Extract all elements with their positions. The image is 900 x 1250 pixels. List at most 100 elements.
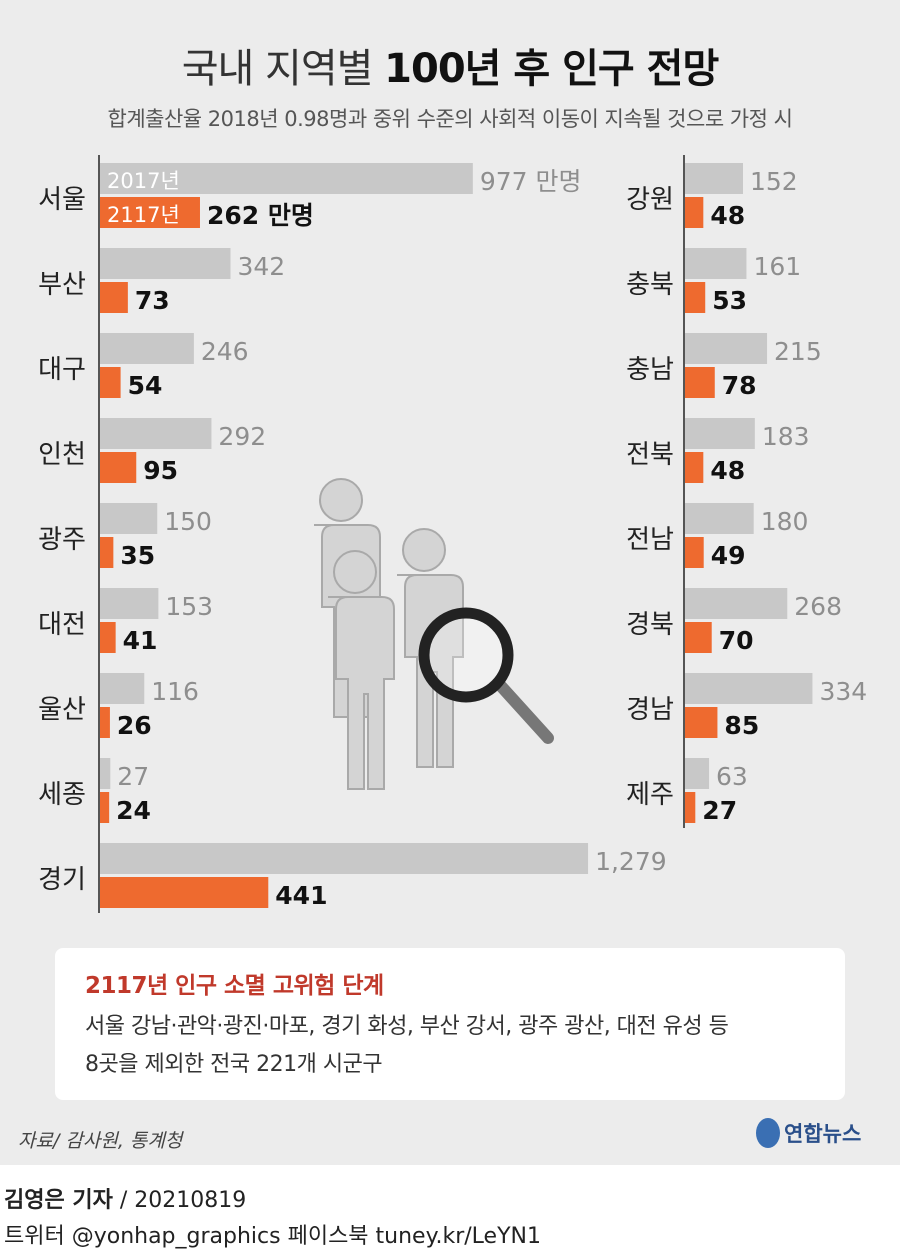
right-region-label: 강원: [626, 185, 674, 215]
legend-label-2017: 2017년: [107, 169, 180, 193]
left-bar-2117-인천: [100, 452, 137, 483]
right-value-2117-label: 78: [722, 371, 757, 400]
left-bar-2117-광주: [100, 537, 114, 568]
publish-date: / 20210819: [112, 1188, 247, 1213]
right-bar-2117-충남: [685, 367, 715, 398]
left-value-2117-label: 441: [275, 881, 327, 910]
chart-subtitle: 합계출산율 2018년 0.98명과 중위 수준의 사회적 이동이 지속될 것으…: [107, 107, 793, 131]
left-region-label: 광주: [38, 525, 86, 555]
left-bar-2117-울산: [100, 707, 110, 738]
right-value-2117-label: 49: [711, 541, 746, 570]
left-value-2117-label: 26: [117, 711, 152, 740]
right-value-2117-label: 85: [724, 711, 759, 740]
left-bar-2117-경기: [100, 877, 269, 908]
info-box-line-1: 서울 강남·관악·광진·마포, 경기 화성, 부산 강서, 광주 광산, 대전 …: [85, 1014, 729, 1039]
right-bar-2017-경북: [685, 588, 788, 619]
legend-label-2117: 2117년: [107, 203, 180, 227]
right-value-2017-label: 161: [753, 252, 801, 281]
legend-swatch-2117: [100, 197, 196, 228]
title-bold: 100년 후 인구 전망: [384, 46, 719, 92]
right-bar-2117-전남: [685, 537, 704, 568]
right-region-label: 경북: [626, 610, 674, 640]
left-region-label: 세종: [38, 780, 86, 810]
right-bar-2117-제주: [685, 792, 696, 823]
right-value-2017-label: 183: [762, 422, 810, 451]
left-region-label: 경기: [38, 865, 86, 895]
title-plain: 국내 지역별: [181, 46, 385, 92]
right-bar-2017-전북: [685, 418, 755, 449]
left-bar-2017-울산: [100, 673, 145, 704]
left-region-label: 울산: [38, 695, 86, 725]
left-region-label: 대구: [38, 355, 86, 385]
left-region-label: 서울: [38, 185, 86, 215]
right-value-2017-label: 63: [716, 762, 748, 791]
right-value-2017-label: 334: [819, 677, 867, 706]
right-region-label: 전북: [626, 440, 674, 470]
infographic-panel: 국내 지역별 100년 후 인구 전망 합계출산율 2018년 0.98명과 중…: [0, 0, 900, 1165]
right-value-2117-label: 27: [702, 796, 737, 825]
left-region-label: 부산: [38, 270, 86, 300]
yonhap-logo: 연합뉴스: [756, 1118, 861, 1148]
left-region-label: 인천: [38, 440, 86, 470]
left-bar-2017-경기: [100, 843, 589, 874]
left-region-label: 대전: [38, 610, 86, 640]
left-bar-2017-광주: [100, 503, 158, 534]
left-bar-2117-세종: [100, 792, 110, 823]
right-value-2117-label: 48: [710, 456, 745, 485]
right-bar-2017-충남: [685, 333, 768, 364]
right-bar-2017-전남: [685, 503, 754, 534]
left-value-2117-label: 24: [116, 796, 151, 825]
right-bar-2117-전북: [685, 452, 704, 483]
chart-title: 국내 지역별 100년 후 인구 전망: [0, 36, 900, 94]
right-value-2017-label: 268: [794, 592, 842, 621]
right-bar-2017-강원: [685, 163, 744, 194]
info-box-line-2: 8곳을 제외한 전국 221개 시군구: [85, 1052, 383, 1077]
right-value-2117-label: 53: [712, 286, 747, 315]
yonhap-logo-icon: [756, 1118, 780, 1148]
yonhap-logo-text: 연합뉴스: [784, 1122, 862, 1146]
high-risk-info-box: 2117년 인구 소멸 고위험 단계 서울 강남·관악·광진·마포, 경기 화성…: [55, 948, 845, 1100]
left-value-2017-label: 977 만명: [480, 167, 582, 196]
right-value-2017-label: 215: [774, 337, 822, 366]
left-value-2117-label: 95: [143, 456, 178, 485]
right-region-label: 제주: [626, 780, 674, 810]
left-bar-2017-서울: [100, 163, 473, 194]
left-value-2017-label: 116: [151, 677, 199, 706]
right-bar-2017-제주: [685, 758, 710, 789]
right-bar-2117-강원: [685, 197, 704, 228]
left-value-2117-label: 73: [135, 286, 170, 315]
left-value-2017-label: 292: [218, 422, 266, 451]
right-value-2017-label: 180: [761, 507, 809, 536]
right-region-label: 충남: [626, 355, 674, 385]
right-region-label: 충북: [626, 270, 674, 300]
left-bar-2117-대전: [100, 622, 116, 653]
left-bar-2017-부산: [100, 248, 231, 279]
left-bar-2017-대구: [100, 333, 194, 364]
left-value-2117-label: 54: [128, 371, 163, 400]
left-value-2017-label: 246: [201, 337, 249, 366]
left-bar-2017-대전: [100, 588, 159, 619]
left-bar-2117-부산: [100, 282, 128, 313]
right-bar-2117-충북: [685, 282, 706, 313]
right-value-2117-label: 48: [710, 201, 745, 230]
left-value-2017-label: 153: [165, 592, 213, 621]
left-value-2117-label: 41: [123, 626, 158, 655]
right-region-label: 전남: [626, 525, 674, 555]
left-value-2017-label: 342: [238, 252, 286, 281]
reporter-credit: 김영은 기자 / 20210819: [4, 1182, 246, 1214]
left-value-2117-label: 262 만명: [207, 201, 314, 230]
right-value-2017-label: 152: [750, 167, 798, 196]
left-value-2117-label: 35: [120, 541, 155, 570]
left-value-2017-label: 1,279: [595, 847, 667, 876]
source-note: 자료/ 감사원, 통계청: [18, 1130, 183, 1152]
right-value-2117-label: 70: [719, 626, 754, 655]
left-bar-2017-세종: [100, 758, 111, 789]
right-bar-2117-경북: [685, 622, 712, 653]
reporter-name: 김영은 기자: [4, 1188, 113, 1213]
right-bar-2017-경남: [685, 673, 813, 704]
left-bar-2017-인천: [100, 418, 212, 449]
right-bar-2117-경남: [685, 707, 718, 738]
left-value-2017-label: 27: [117, 762, 149, 791]
info-box-title: 2117년 인구 소멸 고위험 단계: [85, 973, 384, 999]
